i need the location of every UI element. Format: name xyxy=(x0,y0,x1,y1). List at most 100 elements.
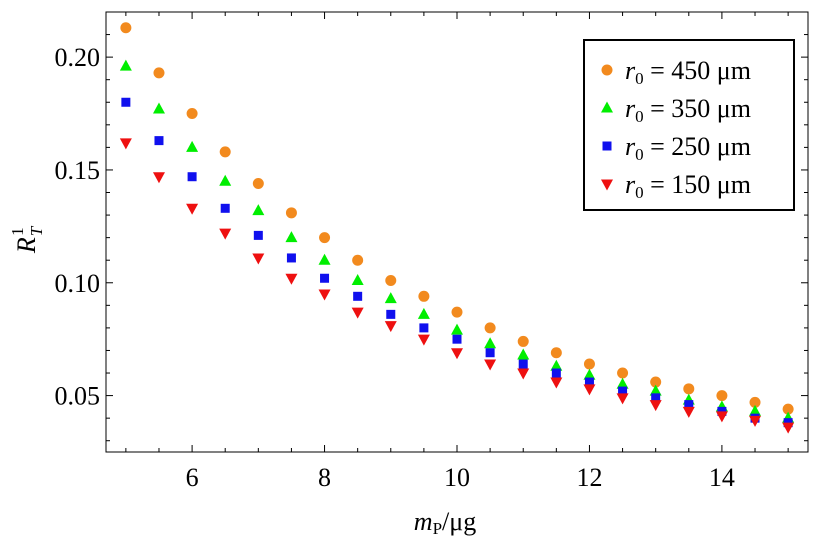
data-point xyxy=(186,203,199,215)
data-point xyxy=(484,337,497,349)
data-point xyxy=(717,406,727,416)
data-point xyxy=(782,422,795,434)
data-point xyxy=(618,386,628,396)
y-tick-label: 0.05 xyxy=(55,382,101,411)
data-markers xyxy=(119,22,795,434)
data-point xyxy=(252,253,265,265)
data-point xyxy=(152,172,165,184)
data-point xyxy=(451,323,463,335)
data-point xyxy=(452,334,462,344)
legend-label: r0 = 450 μm xyxy=(625,56,751,88)
y-tick-label: 0.10 xyxy=(55,269,101,298)
data-point xyxy=(385,275,397,287)
data-point xyxy=(418,290,430,302)
data-point xyxy=(517,348,530,360)
data-point xyxy=(485,348,495,358)
legend-entry: r0 = 250 μm xyxy=(602,132,751,164)
legend-label: r0 = 250 μm xyxy=(625,132,751,164)
x-tick-label: 8 xyxy=(318,463,331,492)
data-point xyxy=(583,368,596,380)
legend-entry: r0 = 350 μm xyxy=(601,94,751,126)
legend-label: r0 = 350 μm xyxy=(625,94,751,126)
y-axis-ticks: 0.05 0.10 0.15 0.20 xyxy=(55,34,808,442)
x-tick-label: 10 xyxy=(444,463,470,492)
series-0 xyxy=(120,22,794,415)
data-point xyxy=(285,273,298,285)
data-point xyxy=(583,384,596,396)
y-axis-title: RT1 xyxy=(8,225,46,254)
data-point xyxy=(550,359,563,371)
data-point xyxy=(351,274,364,286)
data-point xyxy=(484,359,497,371)
legend-box xyxy=(583,39,795,211)
data-point xyxy=(782,403,794,415)
data-point xyxy=(749,404,762,416)
data-point xyxy=(320,273,330,283)
data-point xyxy=(583,358,595,370)
series-2 xyxy=(121,97,793,428)
data-point xyxy=(451,348,463,360)
data-point xyxy=(386,309,396,319)
data-point xyxy=(121,97,131,107)
data-point xyxy=(749,415,762,427)
data-point xyxy=(219,228,232,240)
data-point xyxy=(318,289,331,301)
legend-entry: r0 = 450 μm xyxy=(601,56,751,88)
series-1 xyxy=(119,59,795,423)
legend-marker xyxy=(601,179,613,191)
data-point xyxy=(650,376,662,388)
data-point xyxy=(417,334,430,346)
data-point xyxy=(253,230,263,240)
data-point xyxy=(384,321,397,333)
data-point xyxy=(683,383,695,395)
x-axis-title: mP/μg xyxy=(414,507,476,538)
data-point xyxy=(651,393,661,403)
data-point xyxy=(649,384,662,396)
data-point xyxy=(318,253,331,265)
data-point xyxy=(152,102,165,114)
data-point xyxy=(186,140,199,152)
x-axis-ticks: 6 8 10 12 14 xyxy=(125,12,789,492)
data-point xyxy=(617,367,629,379)
data-point xyxy=(682,406,695,418)
data-point xyxy=(219,174,232,186)
y-tick-label: 0.15 xyxy=(55,156,101,185)
data-point xyxy=(649,400,662,412)
data-point xyxy=(252,177,264,189)
data-point xyxy=(120,22,132,34)
data-point xyxy=(715,411,728,423)
data-point xyxy=(551,368,561,378)
data-point xyxy=(517,335,529,347)
data-point xyxy=(517,368,530,380)
data-point xyxy=(186,108,198,120)
data-point xyxy=(352,254,364,266)
data-point xyxy=(353,291,363,301)
legend-marker xyxy=(602,141,612,151)
data-point xyxy=(252,204,265,216)
x-tick-label: 6 xyxy=(186,463,199,492)
data-point xyxy=(219,146,231,158)
x-tick-label: 12 xyxy=(576,463,602,492)
data-point xyxy=(518,359,528,369)
series-3 xyxy=(119,138,795,434)
x-tick-label: 14 xyxy=(709,463,735,492)
svg-text:RT1: RT1 xyxy=(8,225,46,254)
data-point xyxy=(285,231,298,243)
data-point xyxy=(419,323,429,333)
data-point xyxy=(749,396,761,408)
data-point xyxy=(187,172,197,182)
y-tick-label: 0.20 xyxy=(55,43,101,72)
data-point xyxy=(220,203,230,213)
data-point xyxy=(783,418,793,428)
data-point xyxy=(384,292,397,304)
data-point xyxy=(550,347,562,359)
legend-entry: r0 = 150 μm xyxy=(601,170,751,202)
data-point xyxy=(119,138,132,150)
legend-label: r0 = 150 μm xyxy=(625,170,751,202)
data-point xyxy=(451,306,463,318)
data-point xyxy=(550,377,563,389)
data-point xyxy=(319,232,331,244)
data-point xyxy=(616,377,629,389)
data-point xyxy=(716,390,728,402)
